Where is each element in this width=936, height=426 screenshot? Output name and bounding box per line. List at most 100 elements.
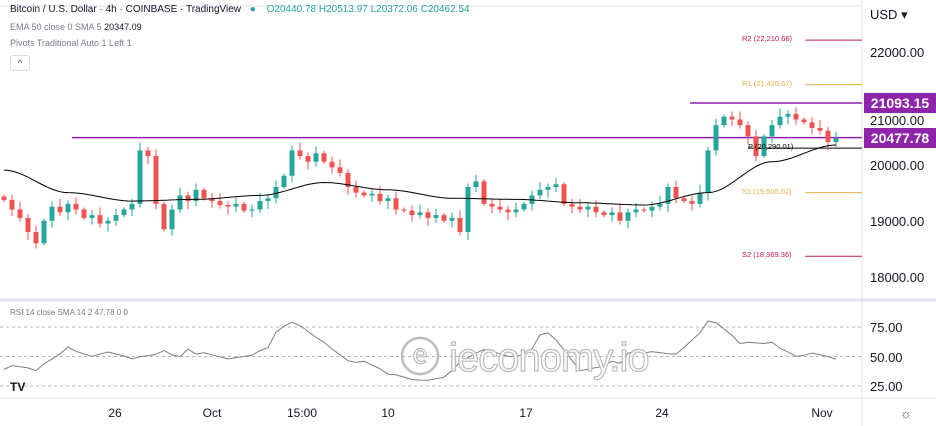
candle-body <box>41 220 47 244</box>
rsi-legend[interactable]: RSI 14 close SMA 14 2 47.78 0 0 <box>10 308 128 317</box>
candle-body <box>633 209 639 213</box>
candle-body <box>609 212 615 216</box>
candle-body <box>641 209 647 211</box>
rsi-line <box>3 320 837 381</box>
candle-body <box>385 198 391 202</box>
currency-selector[interactable]: USD ▾ <box>870 7 908 22</box>
candle-body <box>801 119 807 123</box>
candle-body <box>457 217 463 232</box>
candle-body <box>377 193 383 202</box>
candle-body <box>225 205 231 207</box>
candle-body <box>593 206 599 213</box>
level-price-tag[interactable]: 21093.15 <box>864 93 936 113</box>
candle-body <box>473 181 479 187</box>
candle-body <box>729 116 735 120</box>
candle-body <box>521 203 527 210</box>
candle-body <box>449 217 455 221</box>
ema50-line <box>3 144 837 206</box>
candle-body <box>65 203 71 213</box>
candle-body <box>105 220 111 224</box>
candle-body <box>153 156 159 204</box>
rsi-label: RSI 14 close SMA 14 2 <box>10 308 93 317</box>
candle-body <box>681 198 687 202</box>
candle-body <box>273 187 279 199</box>
candle-body <box>505 209 511 213</box>
candle-body <box>313 153 319 162</box>
rsi-tick-label: 25.00 <box>870 379 903 394</box>
rsi-value: 47.78 <box>94 308 115 317</box>
ieconomy-watermark-logo: ⓔ ieconomy.io <box>399 335 650 380</box>
candle-body <box>601 212 607 216</box>
candle-body <box>489 203 495 207</box>
time-tick-label: 10 <box>381 406 395 420</box>
candle-body <box>121 209 127 216</box>
candle-body <box>497 206 503 210</box>
candle-body <box>145 150 151 157</box>
ema-legend[interactable]: EMA 50 close 0 SMA 5 20347.09 <box>10 22 142 32</box>
candle-body <box>673 187 679 199</box>
pivot-label-r1: R1 (21,420.67) <box>742 78 793 88</box>
candle-body <box>657 203 663 207</box>
candle-body <box>289 150 295 176</box>
candle-body <box>241 203 247 211</box>
candle-body <box>705 150 711 193</box>
candle-body <box>585 206 591 210</box>
symbol-title[interactable]: Bitcoin / U.S. Dollar · 4h · COINBASE · … <box>10 4 242 15</box>
candle-body <box>809 122 815 128</box>
time-tick-label: 26 <box>108 406 122 420</box>
candle-body <box>89 215 95 218</box>
candle-body <box>169 209 175 230</box>
candle-body <box>465 187 471 232</box>
candle-body <box>33 232 39 244</box>
symbol-legend: Bitcoin / U.S. Dollar · 4h · COINBASE · … <box>10 4 470 15</box>
candle-body <box>321 153 327 162</box>
candle-body <box>337 167 343 173</box>
rsi-tick-label: 75.00 <box>870 320 903 335</box>
pivots-legend[interactable]: Pivots Traditional Auto 1 Left 1 <box>10 38 132 48</box>
time-tick-label: Oct <box>202 406 222 420</box>
candle-body <box>25 217 31 232</box>
price-tick-label: 22000.00 <box>870 45 925 60</box>
candle-body <box>433 215 439 218</box>
candle-body <box>1 196 7 200</box>
candle-body <box>265 198 271 202</box>
currency-label: USD <box>870 7 898 22</box>
level-price-tag[interactable]: 20477.78 <box>864 127 936 148</box>
candle-body <box>649 206 655 211</box>
candle-body <box>737 119 743 126</box>
candle-body <box>569 203 575 207</box>
candle-body <box>281 175 287 187</box>
candle-body <box>17 209 23 218</box>
settings-gear-icon[interactable]: ☼ <box>900 406 912 421</box>
candle-body <box>409 210 415 216</box>
candle-body <box>785 113 791 117</box>
ema-label: EMA 50 close 0 SMA 5 <box>10 22 102 32</box>
candle-body <box>233 203 239 207</box>
candle-body <box>369 193 375 196</box>
candle-body <box>73 203 79 210</box>
candle-body <box>761 136 767 157</box>
candle-body <box>201 189 207 199</box>
candle-body <box>57 206 63 213</box>
price-tick-label: 19000.00 <box>870 213 925 229</box>
candle-body <box>441 215 447 221</box>
pivot-label-s1: S1 (19,500.02) <box>742 186 792 196</box>
candle-body <box>689 201 695 204</box>
candle-body <box>777 116 783 126</box>
ohlc-values: O20440.78 H20513.97 L20372.06 C20462.54 <box>266 4 470 15</box>
candle-body <box>617 212 623 221</box>
ema-value: 20347.09 <box>104 22 142 32</box>
candle-body <box>401 209 407 211</box>
tradingview-logo[interactable]: TV <box>10 380 26 394</box>
candle-body <box>545 187 551 190</box>
rsi-extra: 0 0 <box>116 308 128 317</box>
candle-body <box>81 209 87 218</box>
chevron-up-icon[interactable]: ^ <box>10 55 30 71</box>
candle-body <box>305 156 311 162</box>
candle-body <box>129 203 135 210</box>
candle-body <box>721 116 727 126</box>
candle-body <box>193 189 199 202</box>
pivot-label-p: P (20,290.01) <box>748 142 794 152</box>
